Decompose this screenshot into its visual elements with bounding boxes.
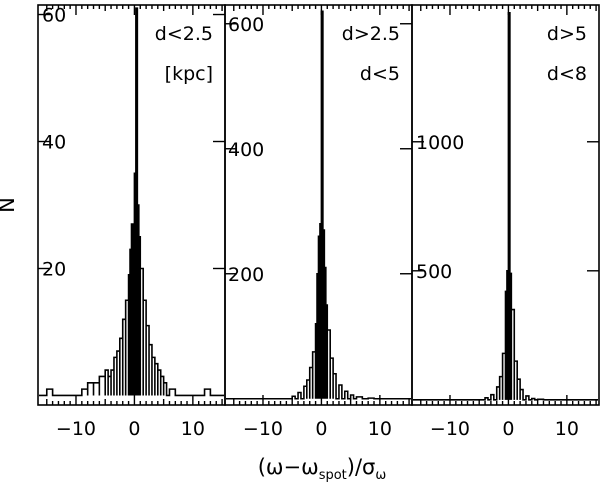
panel-1-x-tick-label: 0 (128, 418, 140, 440)
panel-3-frame (411, 4, 600, 406)
panel-1: −10 0 10 20 40 60 d<2.5 [kpc] (37, 4, 226, 440)
x-axis-title-subscript: spot (319, 468, 347, 483)
x-axis-title: (ω−ωspot)/σω (258, 455, 387, 483)
panel-1-y-tick-label: 20 (42, 258, 66, 280)
panel-2-y-tick-label: 200 (228, 264, 264, 286)
panel-3-label-2: d<8 (547, 63, 587, 85)
panel-1-histogram (39, 7, 224, 397)
x-axis-title-sigma-subscript: ω (375, 468, 386, 483)
panel-1-label-2: [kpc] (165, 63, 213, 85)
panel-3-x-tick-label: 0 (502, 418, 514, 440)
panel-3-label-1: d>5 (547, 23, 587, 45)
panel-1-x-tick-label: −10 (56, 418, 96, 440)
panel-3: −10 0 10 500 1000 d>5 d<8 (411, 4, 600, 440)
x-axis-title-mid: )/σ (347, 455, 376, 479)
panel-3-y-tick-label: 500 (416, 261, 452, 283)
panel-3-x-tick-label: 10 (555, 418, 579, 440)
panel-1-x-tick-label: 10 (181, 418, 205, 440)
panel-1-label-1: d<2.5 (155, 23, 213, 45)
panel-2-y-tick-label: 400 (228, 139, 264, 161)
panel-3-y-tick-label: 1000 (416, 132, 464, 154)
panel-2-histogram (226, 10, 411, 400)
panel-3-x-tick-label: −10 (430, 418, 470, 440)
panel-2-label-2: d<5 (360, 63, 400, 85)
panel-2-x-tick-label: −10 (243, 418, 283, 440)
panel-2-label-1: d>2.5 (342, 23, 400, 45)
panel-2: −10 0 10 200 400 600 d>2.5 d<5 (224, 4, 413, 440)
y-axis-title: N (0, 197, 19, 213)
panels-group: −10 0 10 20 40 60 d<2.5 [kpc] −10 0 10 200 400 600 d>2… (37, 4, 600, 440)
panel-3-histogram (413, 11, 598, 401)
x-axis-title-open: (ω−ω (258, 455, 319, 479)
panel-1-y-tick-label: 60 (42, 5, 66, 27)
panel-2-x-tick-label: 0 (315, 418, 327, 440)
panel-1-y-tick-label: 40 (42, 132, 66, 154)
panel-2-x-tick-label: 10 (368, 418, 392, 440)
panel-2-y-tick-label: 600 (228, 14, 264, 36)
